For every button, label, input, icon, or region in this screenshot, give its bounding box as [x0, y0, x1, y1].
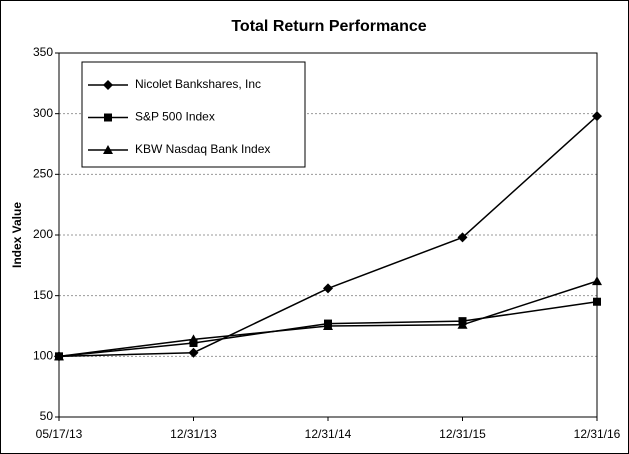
- y-tick-label: 50: [40, 409, 54, 423]
- y-tick-label: 200: [33, 227, 53, 241]
- marker: [592, 111, 602, 122]
- marker: [593, 297, 601, 306]
- y-tick-label: 250: [33, 167, 53, 181]
- marker: [188, 347, 199, 358]
- marker: [457, 319, 468, 329]
- x-tick-label: 05/17/13: [36, 427, 83, 441]
- marker: [323, 283, 333, 294]
- marker: [323, 321, 333, 330]
- x-tick-label: 12/31/13: [170, 427, 217, 441]
- marker: [188, 334, 199, 344]
- marker: [103, 145, 113, 154]
- y-axis-label: Index Value: [10, 202, 24, 268]
- x-tick-label: 12/31/15: [439, 427, 486, 441]
- legend-label: S&P 500 Index: [135, 110, 215, 124]
- y-tick-label: 300: [33, 106, 53, 120]
- marker: [592, 276, 602, 286]
- legend-label: Nicolet Bankshares, Inc: [135, 77, 261, 91]
- y-tick-label: 350: [33, 45, 53, 59]
- x-tick-label: 12/31/14: [305, 427, 352, 441]
- y-tick-label: 150: [33, 288, 53, 302]
- x-tick-label: 12/31/16: [574, 427, 621, 441]
- y-tick-label: 100: [33, 349, 53, 363]
- legend-label: KBW Nasdaq Bank Index: [135, 142, 270, 156]
- chart-title: Total Return Performance: [231, 18, 426, 35]
- marker: [457, 232, 468, 243]
- marker: [103, 80, 113, 90]
- marker: [104, 113, 112, 122]
- marker: [54, 351, 64, 361]
